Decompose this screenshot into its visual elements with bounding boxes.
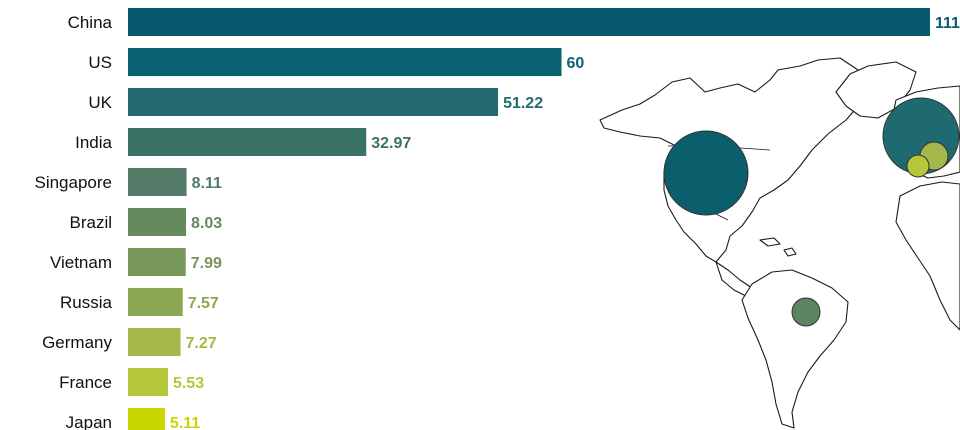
value-label-japan: 5.11 bbox=[170, 415, 200, 430]
bar-russia bbox=[128, 288, 183, 316]
africa-shape bbox=[895, 181, 960, 331]
value-label-us: 60 bbox=[567, 55, 585, 72]
map-bubble-brazil bbox=[791, 297, 821, 327]
value-label-france: 5.53 bbox=[173, 375, 204, 392]
value-label-uk: 51.22 bbox=[503, 95, 543, 112]
category-label-vietnam: Vietnam bbox=[50, 253, 112, 272]
bar-china bbox=[128, 8, 930, 36]
value-label-brazil: 8.03 bbox=[191, 215, 222, 232]
central-america-shape bbox=[715, 261, 753, 297]
category-label-russia: Russia bbox=[60, 293, 113, 312]
value-label-germany: 7.27 bbox=[186, 335, 217, 352]
bar-us bbox=[128, 48, 562, 76]
south-america-shape bbox=[741, 269, 849, 429]
map-bubble-france bbox=[906, 154, 930, 178]
value-label-china: 111 bbox=[935, 15, 960, 32]
category-label-singapore: Singapore bbox=[34, 173, 112, 192]
category-label-japan: Japan bbox=[66, 413, 112, 430]
bar-france bbox=[128, 368, 168, 396]
bar-india bbox=[128, 128, 367, 156]
category-label-germany: Germany bbox=[42, 333, 112, 352]
bar-japan bbox=[128, 408, 165, 430]
category-label-us: US bbox=[88, 53, 112, 72]
category-label-uk: UK bbox=[88, 93, 112, 112]
world-map bbox=[599, 57, 960, 429]
value-label-india: 32.97 bbox=[371, 135, 411, 152]
category-label-china: China bbox=[68, 13, 113, 32]
category-label-france: France bbox=[59, 373, 112, 392]
bar-brazil bbox=[128, 208, 187, 236]
value-label-singapore: 8.11 bbox=[192, 175, 222, 192]
category-label-brazil: Brazil bbox=[69, 213, 112, 232]
bar-germany bbox=[128, 328, 181, 356]
bar-singapore bbox=[128, 168, 187, 196]
caribbean-islands bbox=[759, 237, 797, 257]
bar-chart: China 111 US 60 UK 51.22 India 32.97 Singapore 8.… bbox=[34, 8, 960, 430]
value-label-vietnam: 7.99 bbox=[191, 255, 222, 272]
category-label-india: India bbox=[75, 133, 112, 152]
value-label-russia: 7.57 bbox=[188, 295, 219, 312]
bar-vietnam bbox=[128, 248, 186, 276]
bar-uk bbox=[128, 88, 499, 116]
map-bubble-us bbox=[663, 130, 749, 216]
